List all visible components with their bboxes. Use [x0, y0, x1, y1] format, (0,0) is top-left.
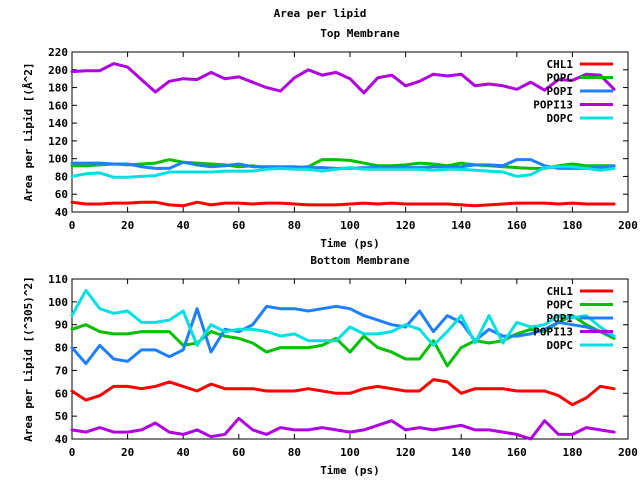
x-tick-label: 60 [232, 446, 245, 459]
y-tick-label: 220 [48, 46, 68, 59]
y-tick-label: 110 [48, 273, 68, 286]
y-tick-label: 40 [55, 206, 68, 219]
x-tick-label: 80 [288, 446, 301, 459]
y-tick-label: 180 [48, 82, 68, 95]
y-tick-label: 50 [55, 410, 68, 423]
figure-title: Area per lipid [274, 7, 367, 20]
y-tick-label: 100 [48, 153, 68, 166]
y-axis-label: Area per Lipid [(^305)^2] [22, 276, 35, 442]
plot-frame [71, 278, 629, 440]
legend-label-dopc: DOPC [547, 112, 574, 125]
x-tick-label: 140 [451, 219, 471, 232]
plot-frame [71, 51, 629, 213]
x-tick-label: 180 [562, 219, 582, 232]
x-tick-label: 40 [177, 219, 190, 232]
y-tick-label: 70 [55, 364, 68, 377]
legend-label-popi: POPI [547, 312, 574, 325]
x-tick-label: 80 [288, 219, 301, 232]
x-tick-label: 120 [396, 446, 416, 459]
series-line-popi13 [70, 416, 616, 441]
x-tick-label: 120 [396, 219, 416, 232]
x-tick-label: 200 [618, 219, 638, 232]
y-tick-label: 160 [48, 99, 68, 112]
x-tick-label: 0 [69, 446, 76, 459]
series-line-chl1 [70, 200, 616, 208]
chart-panel-2: Bottom Membrane Time (ps) Area per Lipid [… [22, 254, 638, 477]
series-line-dopc [70, 288, 616, 347]
series-line-popc [70, 314, 616, 368]
chart-panel-1: Top Membrane Time (ps) Area per Lipid [(Å^… [22, 27, 638, 250]
legend-label-popc: POPC [547, 72, 574, 85]
y-tick-label: 60 [55, 387, 68, 400]
x-tick-label: 40 [177, 446, 190, 459]
y-tick-label: 120 [48, 135, 68, 148]
x-tick-label: 20 [121, 219, 134, 232]
x-axis-label: Time (ps) [320, 237, 380, 250]
legend-label-popi13: POPI13 [533, 99, 573, 112]
x-tick-label: 60 [232, 219, 245, 232]
y-tick-label: 90 [55, 319, 68, 332]
x-tick-label: 200 [618, 446, 638, 459]
x-tick-label: 160 [507, 446, 527, 459]
y-tick-label: 80 [55, 342, 68, 355]
legend-label-popc: POPC [547, 299, 574, 312]
legend-label-chl1: CHL1 [547, 58, 574, 71]
x-tick-label: 160 [507, 219, 527, 232]
series-line-chl1 [70, 378, 616, 407]
legend-label-dopc: DOPC [547, 339, 574, 352]
x-tick-label: 100 [340, 219, 360, 232]
y-tick-label: 100 [48, 296, 68, 309]
x-tick-label: 20 [121, 446, 134, 459]
legend-label-popi: POPI [547, 85, 574, 98]
legend-label-chl1: CHL1 [547, 285, 574, 298]
series-line-dopc [70, 165, 616, 179]
x-tick-label: 100 [340, 446, 360, 459]
y-axis-label: Area per Lipid [(Å^2] [22, 62, 35, 201]
chart-title: Bottom Membrane [310, 254, 410, 267]
y-tick-label: 40 [55, 433, 68, 446]
x-tick-label: 140 [451, 446, 471, 459]
chart-title: Top Membrane [320, 27, 400, 40]
y-tick-label: 140 [48, 117, 68, 130]
y-tick-label: 60 [55, 188, 68, 201]
series-line-popc [70, 158, 616, 170]
y-tick-label: 80 [55, 170, 68, 183]
y-tick-label: 200 [48, 64, 68, 77]
legend-label-popi13: POPI13 [533, 326, 573, 339]
series-line-popi [70, 304, 616, 366]
x-tick-label: 0 [69, 219, 76, 232]
series-line-popi13 [70, 62, 616, 95]
x-axis-label: Time (ps) [320, 464, 380, 477]
x-tick-label: 180 [562, 446, 582, 459]
